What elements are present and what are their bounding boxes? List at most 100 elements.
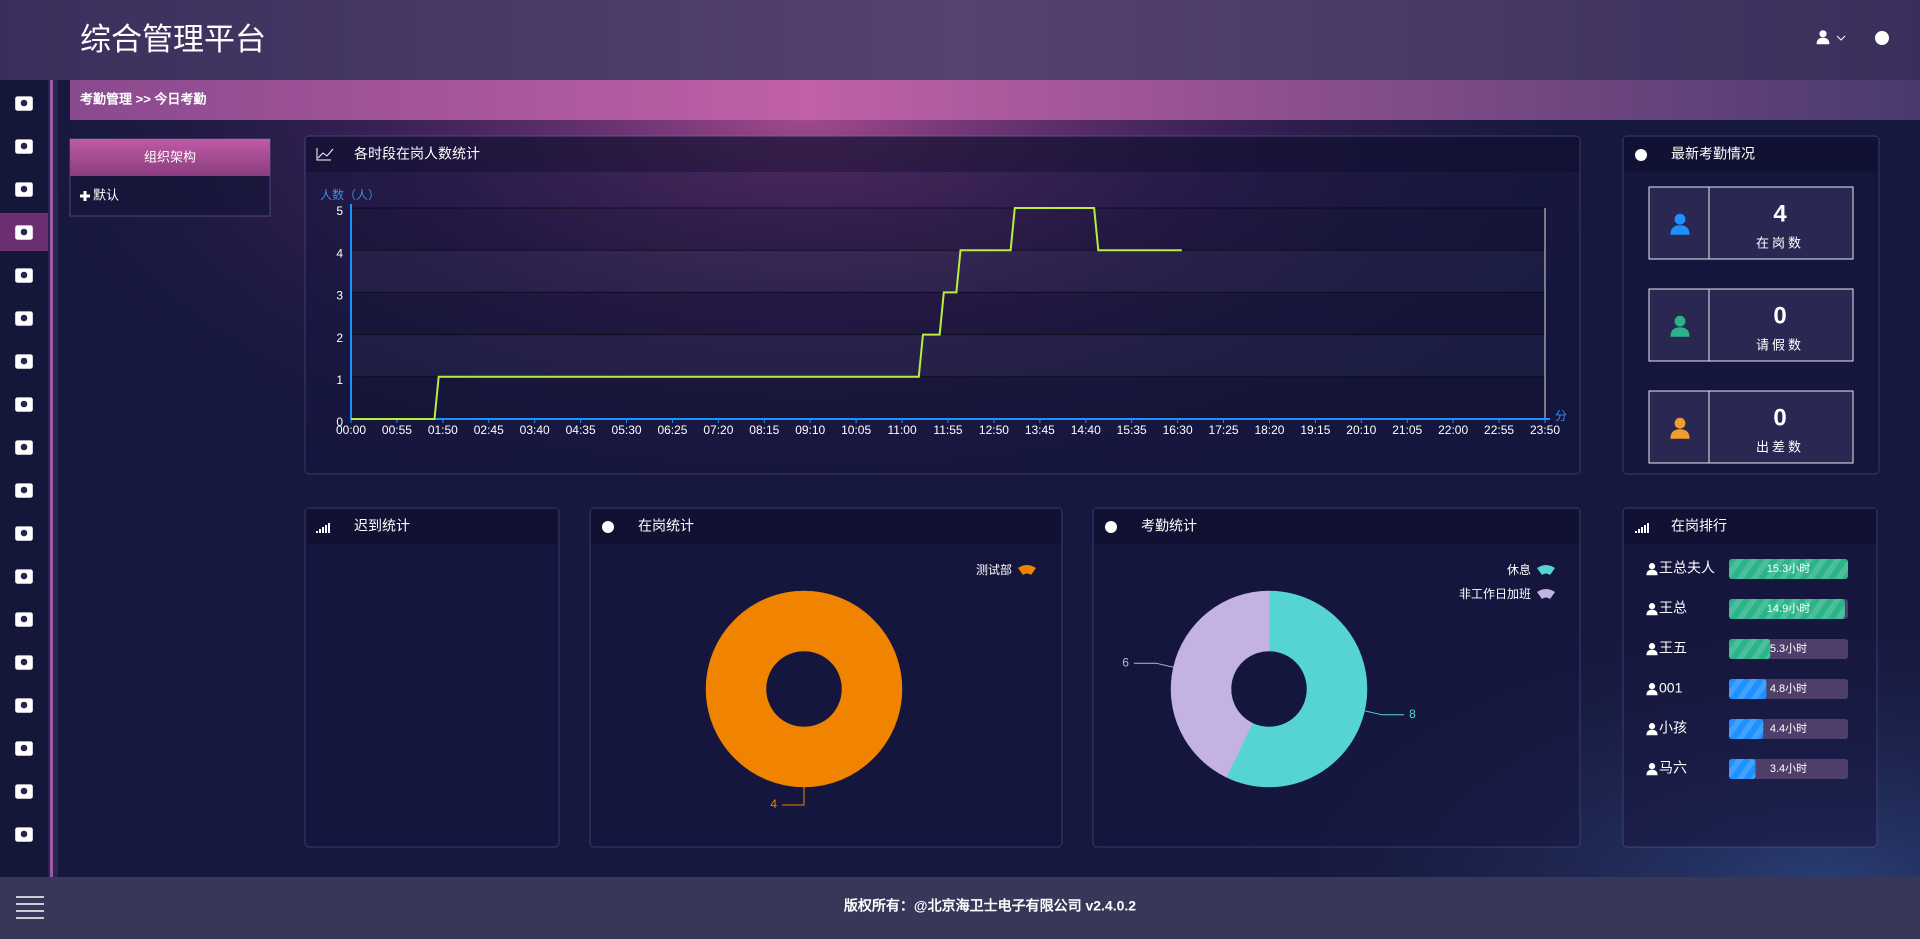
panel-icon xyxy=(316,523,330,533)
x-tick-label: 18:20 xyxy=(1254,423,1284,437)
x-tick-label: 15:35 xyxy=(1117,423,1147,437)
org-panel-title: 组织架构 xyxy=(144,149,196,164)
org-item[interactable]: 默认 xyxy=(93,187,119,202)
grid-band xyxy=(351,292,1545,335)
stats-panel xyxy=(1622,135,1880,475)
x-tick-label: 22:00 xyxy=(1438,423,1468,437)
panel-title: 在岗排行 xyxy=(1671,518,1727,534)
nav-icon[interactable] xyxy=(15,569,33,584)
menu-toggle[interactable] xyxy=(16,896,44,919)
value-label: 5.3小时 xyxy=(1770,642,1807,655)
x-tick-label: 08:15 xyxy=(749,423,779,437)
nav-icon[interactable] xyxy=(15,397,33,412)
x-tick-label: 06:25 xyxy=(657,423,687,437)
value-label: 4.8小时 xyxy=(1770,682,1807,695)
x-tick-label: 11:00 xyxy=(888,423,917,437)
x-tick-label: 21:05 xyxy=(1392,423,1422,437)
x-tick-label: 10:05 xyxy=(841,423,871,437)
nav-icon[interactable] xyxy=(15,612,33,627)
nav-icon[interactable] xyxy=(15,827,33,842)
bar-track xyxy=(1729,759,1848,779)
rank-name: 小孩 xyxy=(1659,720,1687,736)
nav-icon[interactable] xyxy=(15,225,33,240)
legend-label: 测试部 xyxy=(976,562,1012,577)
pie-panel xyxy=(589,507,1063,848)
bar-stripes xyxy=(1729,719,1764,739)
panel-icon xyxy=(1635,523,1649,533)
nav-icon[interactable] xyxy=(15,311,33,326)
header xyxy=(0,0,1920,80)
copyright: 版权所有：@北京海卫士电子有限公司 v2.4.0.2 xyxy=(844,898,1136,914)
panel-header xyxy=(1624,509,1876,544)
nav-icon[interactable] xyxy=(15,741,33,756)
x-tick-label: 05:30 xyxy=(612,423,642,437)
value-label: 4.4小时 xyxy=(1770,722,1807,735)
footer xyxy=(0,877,1920,939)
bar-stripes xyxy=(1729,639,1771,659)
nav-icon[interactable] xyxy=(15,698,33,713)
y-tick-label: 5 xyxy=(336,204,343,218)
x-tick-label: 03:40 xyxy=(520,423,550,437)
nav-icon[interactable] xyxy=(15,182,33,197)
panel-icon xyxy=(1635,149,1647,161)
panel-title: 各时段在岗人数统计 xyxy=(354,146,480,162)
x-axis-label: 分 xyxy=(1555,409,1567,423)
label-line xyxy=(1133,662,1174,668)
help-button[interactable] xyxy=(1875,31,1889,45)
x-tick-label: 19:15 xyxy=(1300,423,1330,437)
stat-value: 0 xyxy=(1773,404,1786,431)
user-menu-caret[interactable] xyxy=(1836,35,1846,41)
y-tick-label: 2 xyxy=(336,331,343,345)
y-tick-label: 4 xyxy=(336,246,343,260)
stat-label: 请假数 xyxy=(1756,337,1804,352)
stat-label: 在岗数 xyxy=(1756,235,1804,250)
nav-icon[interactable] xyxy=(15,655,33,670)
nav-icon[interactable] xyxy=(15,483,33,498)
x-tick-label: 07:20 xyxy=(703,423,733,437)
y-tick-label: 1 xyxy=(336,373,343,387)
grid-band xyxy=(351,376,1545,419)
bar-stripes xyxy=(1729,759,1756,779)
nav-icon[interactable] xyxy=(15,139,33,154)
rank-name: 马六 xyxy=(1659,760,1687,776)
panel-title: 最新考勤情况 xyxy=(1671,146,1755,162)
pie-slice xyxy=(705,590,903,788)
x-tick-label: 00:55 xyxy=(382,423,412,437)
panel-header xyxy=(306,137,1579,172)
value-label: 15.3小时 xyxy=(1767,562,1810,575)
data-label: 8 xyxy=(1409,707,1416,721)
legend-icon xyxy=(1537,589,1555,599)
x-tick-label: 20:10 xyxy=(1346,423,1376,437)
grid-band xyxy=(351,250,1545,292)
sidebar xyxy=(0,80,48,877)
x-tick-label: 04:35 xyxy=(566,423,596,437)
pie-slice xyxy=(1170,590,1270,778)
x-tick-label: 14:40 xyxy=(1071,423,1101,437)
x-tick-label: 11:55 xyxy=(933,423,962,437)
label-line xyxy=(782,787,805,806)
sidebar-scrollbar xyxy=(50,80,53,877)
x-tick-label: 23:50 xyxy=(1530,423,1560,437)
value-label: 14.9小时 xyxy=(1767,602,1810,615)
x-tick-label: 01:50 xyxy=(428,423,458,437)
nav-icon[interactable] xyxy=(15,354,33,369)
nav-icon[interactable] xyxy=(15,440,33,455)
panel-title: 迟到统计 xyxy=(354,518,410,534)
panel-icon xyxy=(316,148,334,161)
nav-icon[interactable] xyxy=(15,784,33,799)
data-label: 4 xyxy=(770,797,777,811)
breadcrumb-bar xyxy=(70,80,1920,120)
nav-icon[interactable] xyxy=(15,526,33,541)
x-tick-label: 16:30 xyxy=(1163,423,1193,437)
grid-band xyxy=(351,208,1545,251)
nav-icon[interactable] xyxy=(15,96,33,111)
nav-icon[interactable] xyxy=(15,268,33,283)
expand-icon[interactable] xyxy=(80,191,90,201)
x-tick-label: 13:45 xyxy=(1025,423,1055,437)
grid-band xyxy=(351,335,1545,377)
breadcrumb: 考勤管理 >> 今日考勤 xyxy=(80,91,206,106)
panel-header xyxy=(1094,509,1579,544)
stat-value: 4 xyxy=(1773,200,1787,227)
x-tick-label: 17:25 xyxy=(1209,423,1239,437)
